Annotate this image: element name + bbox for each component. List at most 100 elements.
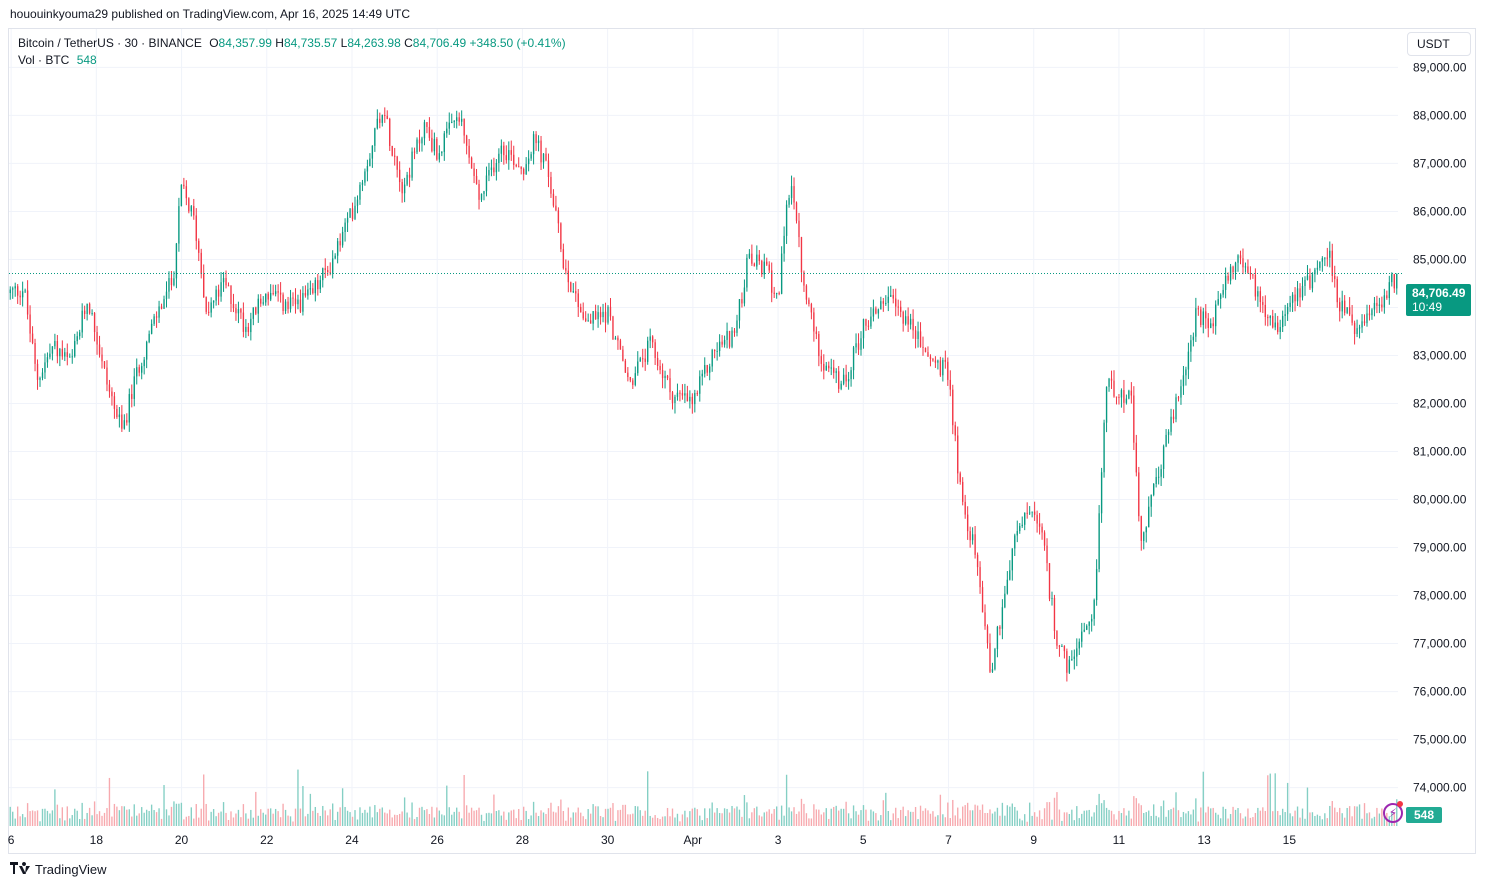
candle-up	[1155, 476, 1157, 484]
candle-down	[706, 365, 708, 373]
volume-bar	[421, 806, 423, 826]
volume-bar	[356, 819, 359, 826]
candle-up	[699, 376, 701, 394]
volume-bar	[718, 813, 721, 826]
volume-bar	[108, 777, 111, 826]
candle-up	[785, 204, 788, 236]
volume-bar	[1334, 807, 1336, 826]
candle-down	[1056, 631, 1058, 646]
price-candles	[9, 107, 1398, 682]
candle-down	[339, 241, 341, 246]
candle-down	[56, 341, 59, 357]
volume-bar	[882, 800, 885, 826]
candle-down	[986, 626, 989, 644]
candle-down	[185, 186, 188, 199]
volume-bar	[426, 809, 428, 826]
candle-down	[1267, 316, 1269, 319]
candle-up	[537, 140, 540, 144]
candle-up	[1358, 327, 1361, 329]
candle-up	[359, 184, 361, 200]
volume-bar	[651, 817, 654, 826]
candle-up	[634, 373, 636, 385]
volume-bar	[413, 819, 416, 826]
volume-bar	[488, 812, 490, 826]
candle-up	[647, 340, 649, 362]
volume-bar	[1095, 805, 1098, 826]
candle-up	[307, 289, 309, 296]
volume-bar	[1224, 808, 1227, 826]
last-volume-tag: 548	[1406, 807, 1442, 823]
volume-bar	[1009, 806, 1011, 826]
lightning-icon[interactable]: ⚡	[1383, 803, 1403, 823]
volume-bar	[679, 821, 681, 826]
candle-down	[1036, 514, 1038, 524]
volume-bar	[738, 809, 741, 826]
volume-bar	[748, 818, 751, 826]
candle-up	[448, 122, 450, 129]
candle-down	[954, 425, 956, 436]
y-tick-label: 86,000.00	[1413, 204, 1467, 218]
candle-up	[374, 128, 376, 146]
volume-bar	[877, 820, 880, 826]
tradingview-branding[interactable]: TradingView	[10, 862, 107, 877]
candle-down	[1393, 274, 1395, 289]
candle-down	[1115, 396, 1118, 398]
volume-bar	[98, 811, 101, 826]
legend-symbol[interactable]: Bitcoin / TetherUS · 30 · BINANCE	[18, 36, 202, 50]
legend-volume-label[interactable]: Vol · BTC	[18, 53, 70, 67]
candle-down	[1063, 646, 1066, 652]
volume-bar	[366, 812, 369, 826]
volume-bar	[1036, 816, 1038, 826]
candle-down	[101, 354, 103, 362]
volume-bar	[984, 812, 986, 826]
volume-bar	[944, 817, 947, 826]
candle-up	[885, 302, 887, 304]
candle-up	[1346, 307, 1348, 313]
volume-bar	[1316, 814, 1319, 826]
volume-bar	[1222, 806, 1224, 826]
candle-up	[361, 182, 364, 185]
candle-down	[294, 298, 297, 305]
candle-up	[1324, 257, 1326, 259]
candle-up	[1219, 294, 1222, 300]
volume-bar	[88, 807, 91, 826]
candle-up	[366, 166, 369, 172]
candle-down	[408, 174, 411, 178]
candle-down	[1334, 275, 1336, 280]
volume-bar	[465, 805, 468, 826]
volume-bar	[1140, 805, 1142, 826]
candle-up	[1378, 304, 1381, 306]
candle-down	[1053, 597, 1056, 632]
candle-down	[622, 349, 624, 361]
volume-bar	[1143, 812, 1145, 826]
candle-down	[557, 210, 560, 224]
volume-bar	[1058, 809, 1061, 826]
volume-bar	[1321, 819, 1324, 826]
volume-bar	[406, 812, 408, 826]
volume-bar	[800, 798, 803, 826]
volume-bar	[106, 808, 108, 826]
candle-down	[733, 330, 736, 333]
candle-down	[1212, 323, 1214, 327]
volume-bar	[173, 801, 175, 826]
currency-button[interactable]: USDT	[1407, 32, 1471, 56]
volume-bar	[895, 807, 897, 826]
candle-down	[969, 531, 971, 541]
volume-bar	[408, 817, 411, 826]
volume-bar	[924, 808, 927, 826]
volume-bar	[981, 804, 984, 826]
candle-up	[1383, 295, 1386, 308]
volume-bar	[850, 818, 852, 826]
volume-bar	[165, 809, 168, 826]
volume-bar	[875, 813, 877, 826]
volume-bar	[1351, 816, 1353, 826]
candle-up	[364, 171, 366, 183]
candle-down	[160, 306, 163, 309]
volume-bar	[1207, 806, 1209, 826]
candle-up	[788, 197, 790, 205]
volume-bar	[195, 804, 197, 826]
candle-down	[962, 481, 964, 502]
candle-up	[736, 320, 738, 333]
candle-up	[54, 341, 56, 347]
